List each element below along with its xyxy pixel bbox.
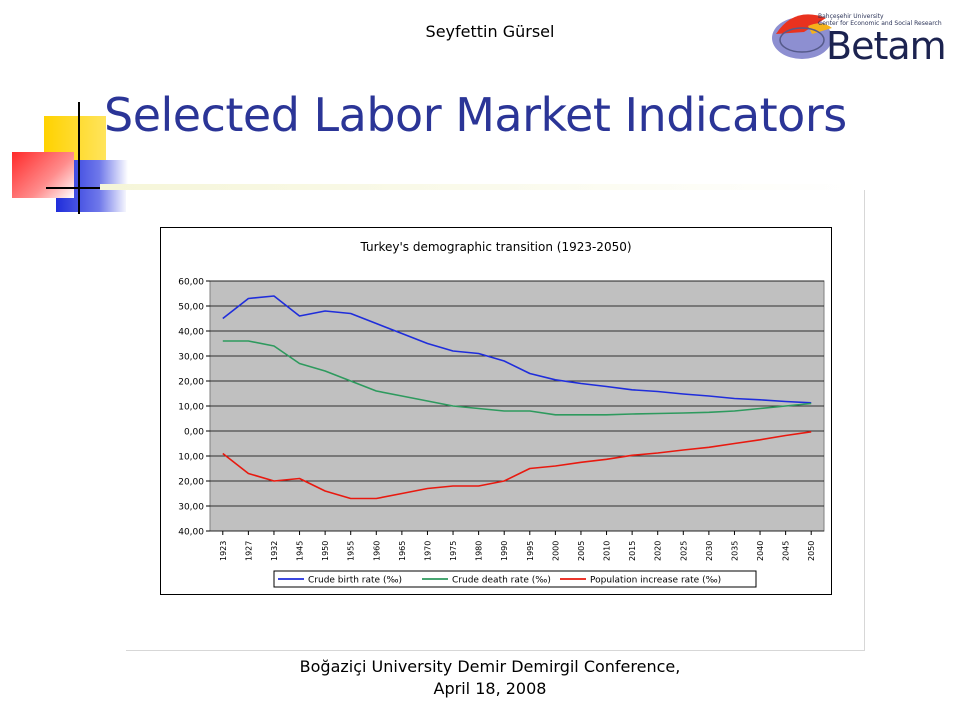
series-line-2 [222, 431, 812, 500]
y-tick-label: 20,00 [178, 378, 204, 388]
x-tick-label: 2010 [603, 541, 612, 561]
logo-wordmark: Betam [826, 24, 947, 68]
y-tick-label: 20,00 [178, 478, 204, 488]
demographic-transition-chart: Turkey's demographic transition (1923-20… [160, 227, 832, 595]
y-tick-label: 0,00 [184, 428, 204, 438]
x-tick-label: 2025 [679, 541, 688, 561]
y-tick-label: 40,00 [178, 528, 204, 538]
x-tick-label: 1932 [270, 541, 279, 561]
x-tick-label: 2015 [628, 541, 637, 561]
decorative-vertical-line [78, 102, 80, 214]
y-tick-label: 60,00 [178, 278, 204, 288]
footer: Boğaziçi University Demir Demirgil Confe… [200, 656, 780, 700]
x-tick-label: 1945 [296, 541, 305, 561]
x-tick-label: 1995 [526, 541, 535, 561]
y-tick-label: 30,00 [178, 503, 204, 513]
series-line-0 [222, 295, 812, 404]
series-line-1 [222, 340, 812, 416]
y-tick-label: 10,00 [178, 453, 204, 463]
logo-center: Center for Economic and Social Research [818, 20, 942, 27]
y-tick-label: 50,00 [178, 303, 204, 313]
betam-logo-icon [772, 14, 832, 59]
logo-caption: Bahçeşehir University Center for Economi… [818, 13, 942, 27]
x-tick-label: 1990 [500, 541, 509, 561]
x-tick-label: 2020 [654, 541, 663, 561]
x-tick-label: 2040 [756, 541, 765, 561]
x-tick-label: 1927 [244, 541, 253, 561]
x-tick-label: 2030 [705, 541, 714, 561]
x-tick-label: 2005 [577, 541, 586, 561]
x-tick-label: 1965 [398, 541, 407, 561]
decorative-red-block [12, 152, 74, 198]
x-tick-label: 1970 [423, 541, 432, 561]
legend-label-0: Crude birth rate (‰) [308, 576, 402, 586]
x-tick-label: 1923 [219, 541, 228, 561]
logo-swoosh-orange [808, 23, 832, 34]
legend-label-2: Population increase rate (‰) [590, 576, 721, 586]
x-tick-label: 1980 [475, 541, 484, 561]
title-underline [100, 184, 860, 190]
slide-title: Selected Labor Market Indicators [104, 88, 847, 142]
x-tick-label: 2035 [730, 541, 739, 561]
decorative-horizontal-line [46, 187, 130, 189]
x-tick-label: 2050 [807, 541, 816, 561]
y-tick-label: 40,00 [178, 328, 204, 338]
y-tick-label: 30,00 [178, 353, 204, 363]
author-name: Seyfettin Gürsel [425, 22, 555, 41]
legend-label-1: Crude death rate (‰) [452, 576, 551, 586]
logo-swoosh-outline [779, 27, 825, 53]
x-tick-label: 2045 [782, 541, 791, 561]
x-tick-label: 2000 [551, 541, 560, 561]
x-tick-label: 1960 [372, 541, 381, 561]
logo-university: Bahçeşehir University [818, 13, 884, 20]
legend-box [273, 570, 757, 588]
chart-title: Turkey's demographic transition (1923-20… [359, 240, 631, 254]
x-tick-label: 1950 [321, 541, 330, 561]
x-tick-label: 1955 [347, 541, 356, 561]
footer-date: April 18, 2008 [433, 679, 547, 698]
logo-swoosh-red [776, 14, 826, 34]
y-tick-label: 10,00 [178, 403, 204, 413]
x-tick-label: 1975 [449, 541, 458, 561]
footer-conference: Boğaziçi University Demir Demirgil Confe… [299, 657, 681, 676]
